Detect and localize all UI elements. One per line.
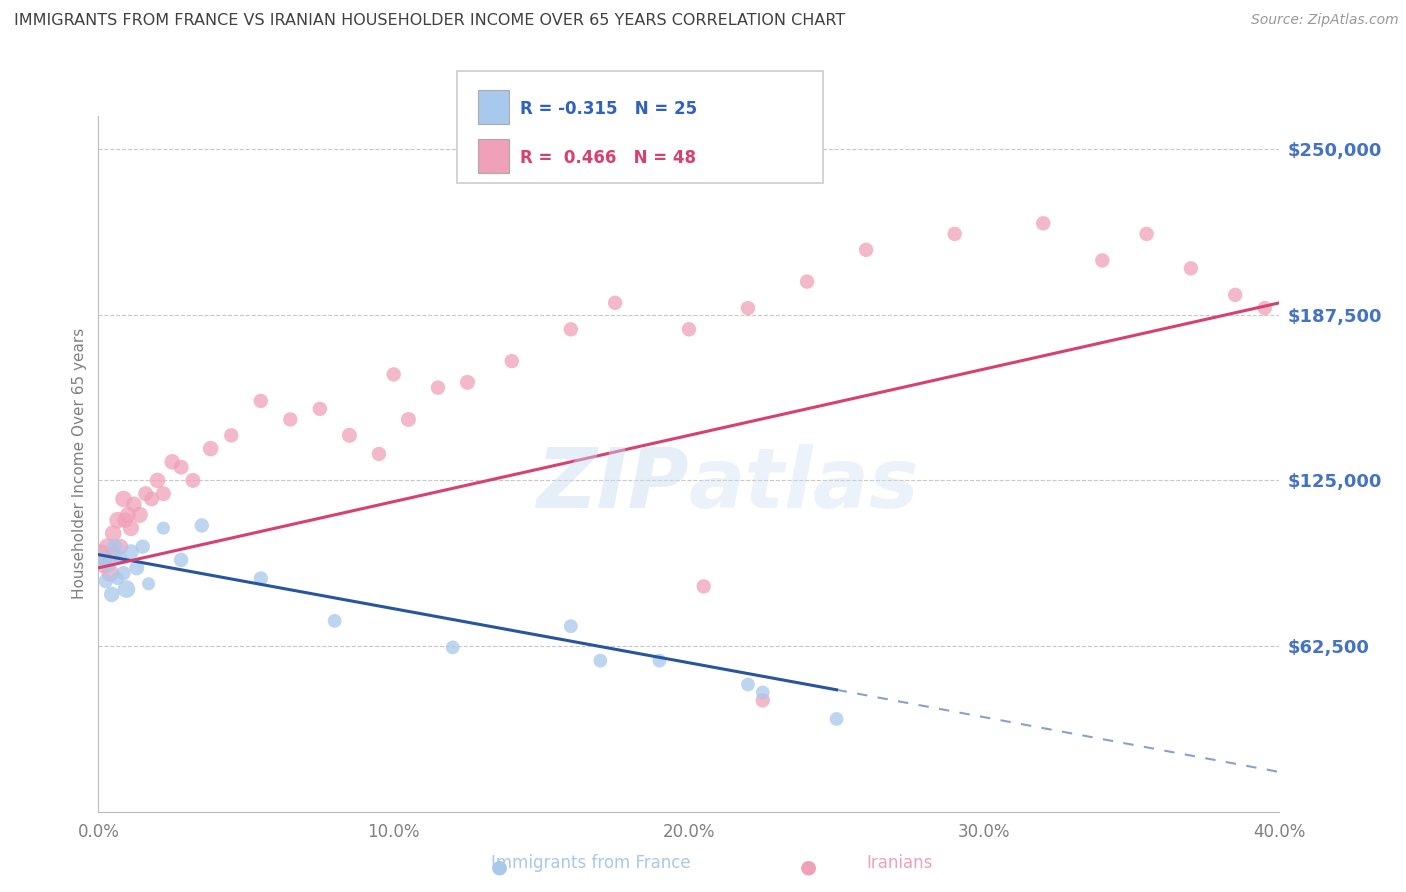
Point [122,497,145,511]
Point [97,558,120,573]
Point [138,576,160,591]
Point [441,640,464,655]
Point [110,550,132,565]
Point [693,579,716,593]
Point [103,526,125,541]
Point [560,322,582,336]
Point [112,491,135,506]
Point [339,428,360,442]
Point [751,693,773,707]
Point [96,540,118,554]
Text: ●: ● [491,857,508,877]
Point [456,376,478,390]
Point [141,491,163,506]
Point [128,508,150,522]
Text: ZIP: ZIP [536,444,689,525]
Point [396,412,419,426]
Point [98,566,121,581]
Point [943,227,966,241]
Point [250,572,273,586]
Point [221,428,243,442]
Point [117,508,139,522]
Point [104,540,127,554]
Point [368,447,391,461]
Point [501,354,523,368]
Point [114,513,136,527]
Point [120,521,142,535]
Point [170,460,193,475]
Point [589,654,612,668]
Text: ●: ● [800,857,817,877]
Point [181,474,204,488]
Text: atlas: atlas [689,444,920,525]
Point [825,712,848,726]
Point [737,301,759,315]
Point [170,553,193,567]
Point [737,677,759,691]
Point [560,619,582,633]
Point [93,558,115,573]
Point [382,368,405,382]
Point [135,486,157,500]
Point [125,561,148,575]
Point [323,614,346,628]
Point [104,548,127,562]
Point [112,566,135,581]
Point [110,540,132,554]
Point [1091,253,1114,268]
Text: R =  0.466   N = 48: R = 0.466 N = 48 [520,149,696,167]
Point [107,513,129,527]
Text: IMMIGRANTS FROM FRANCE VS IRANIAN HOUSEHOLDER INCOME OVER 65 YEARS CORRELATION C: IMMIGRANTS FROM FRANCE VS IRANIAN HOUSEH… [14,13,845,29]
Point [100,587,122,601]
Point [115,582,138,596]
Text: R = -0.315   N = 25: R = -0.315 N = 25 [520,100,697,118]
Text: Immigrants from France: Immigrants from France [491,855,690,872]
Point [94,574,117,588]
Point [1135,227,1157,241]
Point [132,540,155,554]
Point [200,442,222,456]
Point [91,553,114,567]
Y-axis label: Householder Income Over 65 years: Householder Income Over 65 years [72,328,87,599]
Text: Source: ZipAtlas.com: Source: ZipAtlas.com [1251,13,1399,28]
Point [162,455,183,469]
Point [278,412,302,426]
Point [309,401,332,416]
Point [107,572,129,586]
Point [855,243,877,257]
Point [90,548,112,562]
Point [250,393,273,408]
Point [678,322,700,336]
Point [751,685,773,699]
Point [1223,288,1246,302]
Point [146,474,169,488]
Point [152,521,174,535]
Point [427,381,450,395]
Point [191,518,214,533]
Point [605,295,627,310]
Point [120,545,142,559]
Point [1032,216,1054,230]
Point [648,654,671,668]
Point [152,486,174,500]
Point [1180,261,1202,276]
Point [1254,301,1277,315]
Point [796,275,818,289]
Text: Iranians: Iranians [866,855,934,872]
